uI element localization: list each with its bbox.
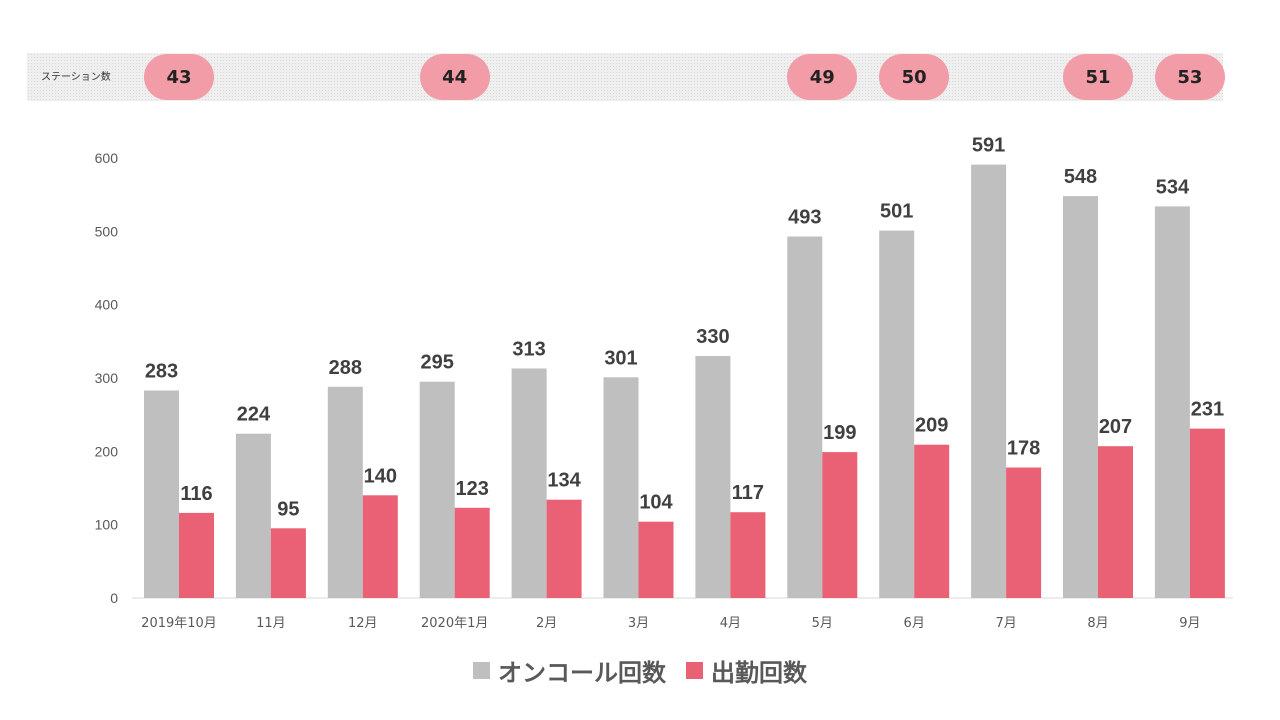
x-tick-label: 7月 <box>995 616 1016 631</box>
oncall-bar <box>419 381 455 598</box>
x-tick-label: 5月 <box>812 616 833 631</box>
oncall-value-label: 330 <box>696 326 729 348</box>
station-count-pill: 43 <box>144 54 214 100</box>
x-tick-label: 2月 <box>536 616 557 631</box>
x-axis-tick-labels: 2019年10月 11月 12月 2020年1月 2月 3月 4月 5月 6月 7月 8月 9月 <box>141 616 1200 631</box>
oncall-value-label: 288 <box>329 357 362 379</box>
x-tick-label: 4月 <box>720 616 741 631</box>
oncall-bar <box>327 386 363 598</box>
x-tick-label: 6月 <box>904 616 925 631</box>
attendance-value-label: 117 <box>732 482 764 504</box>
attendance-bar <box>179 512 214 598</box>
oncall-value-label: 501 <box>880 201 913 223</box>
oncall-bar <box>971 164 1007 598</box>
station-count-pill: 49 <box>787 54 858 100</box>
legend-label-attendance: 出勤回数 <box>711 658 807 687</box>
oncall-bar <box>879 230 915 598</box>
oncall-bar <box>1063 196 1098 598</box>
y-axis-tick-labels: 0 100 200 300 400 500 600 <box>95 150 119 606</box>
station-count-pill: 50 <box>879 54 950 100</box>
oncall-value-label: 295 <box>421 352 454 374</box>
x-tick-label: 12月 <box>348 616 378 631</box>
x-tick-label: 2019年10月 <box>141 616 217 631</box>
attendance-value-label: 207 <box>1099 416 1132 438</box>
station-count-label: ステーション数 <box>41 72 111 83</box>
oncall-bar <box>695 356 731 598</box>
attendance-bar <box>638 521 674 598</box>
attendance-bar <box>546 499 582 598</box>
attendance-value-label: 209 <box>915 415 948 437</box>
attendance-value-label: 178 <box>1007 438 1040 460</box>
attendance-bar <box>1189 428 1225 598</box>
oncall-value-label: 301 <box>604 347 637 369</box>
oncall-value-label: 534 <box>1156 176 1190 198</box>
y-tick-label: 400 <box>95 297 119 313</box>
bar-series-group <box>144 164 1225 598</box>
legend-swatch-attendance <box>686 661 703 679</box>
oncall-bar <box>603 377 639 598</box>
oncall-value-label: 313 <box>512 339 545 361</box>
attendance-bar <box>730 512 766 598</box>
oncall-value-label: 493 <box>788 207 821 229</box>
y-tick-label: 500 <box>95 223 119 239</box>
station-count-pill: 53 <box>1154 54 1225 100</box>
y-tick-label: 100 <box>95 517 119 533</box>
legend-item-attendance: 出勤回数 <box>686 653 807 688</box>
oncall-value-label: 591 <box>972 135 1005 157</box>
data-label-group: 283 224 288 295 313 301 330 493 501 591 548 534 116 9… <box>145 135 1224 521</box>
station-count-pill: 51 <box>1063 54 1133 100</box>
oncall-bar <box>144 390 179 598</box>
x-tick-label: 11月 <box>256 616 286 631</box>
legend-swatch-oncall <box>473 661 490 679</box>
chart-legend: オンコール回数 出勤回数 <box>0 650 1280 690</box>
oncall-bar <box>511 368 547 598</box>
y-tick-label: 600 <box>95 150 119 166</box>
attendance-value-label: 116 <box>180 483 212 505</box>
oncall-value-label: 283 <box>145 361 178 383</box>
y-tick-label: 300 <box>95 370 119 386</box>
x-tick-label: 2020年1月 <box>421 616 488 631</box>
attendance-value-label: 140 <box>364 465 397 487</box>
oncall-bar <box>787 236 823 598</box>
oncall-bar <box>1154 206 1190 598</box>
legend-item-oncall: オンコール回数 <box>473 653 666 688</box>
x-tick-label: 3月 <box>628 616 649 631</box>
y-tick-label: 0 <box>110 590 118 606</box>
attendance-value-label: 199 <box>823 422 856 444</box>
y-tick-label: 200 <box>95 443 119 459</box>
attendance-value-label: 134 <box>547 470 581 492</box>
attendance-value-label: 95 <box>277 498 299 520</box>
oncall-value-label: 548 <box>1064 166 1097 188</box>
attendance-bar <box>454 507 490 598</box>
station-count-band: ステーション数 43 44 49 50 51 53 <box>27 53 1225 101</box>
station-count-pill: 44 <box>419 54 490 100</box>
attendance-bar <box>914 444 950 598</box>
legend-label-oncall: オンコール回数 <box>498 658 666 687</box>
attendance-bar <box>362 495 398 598</box>
attendance-bar <box>1098 446 1133 598</box>
oncall-bar <box>235 433 271 598</box>
attendance-bar <box>1006 467 1042 598</box>
x-tick-label: 8月 <box>1087 616 1108 631</box>
attendance-bar <box>270 528 306 598</box>
attendance-value-label: 104 <box>639 492 673 514</box>
oncall-value-label: 224 <box>237 404 271 426</box>
attendance-bar <box>822 452 858 598</box>
x-tick-label: 9月 <box>1179 616 1200 631</box>
attendance-value-label: 123 <box>456 478 489 500</box>
attendance-value-label: 231 <box>1191 399 1224 421</box>
